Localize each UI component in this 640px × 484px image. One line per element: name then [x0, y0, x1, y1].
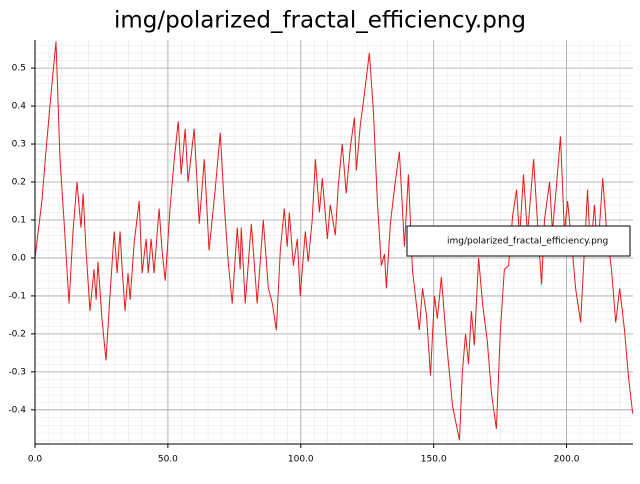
y-tick-label: 0.4	[12, 102, 27, 112]
y-tick-label: -0.1	[8, 291, 26, 301]
y-tick-label: 0.2	[12, 178, 26, 188]
x-tick-label: 50.0	[158, 455, 178, 465]
x-tick-label: 100.0	[288, 455, 314, 465]
x-tick-label: 200.0	[554, 455, 580, 465]
chart-title: img/polarized_fractal_efficiency.png	[114, 8, 526, 34]
legend: img/polarized_fractal_efficiency.png	[406, 225, 631, 257]
y-tick-label: 0.3	[12, 140, 26, 150]
legend-label: img/polarized_fractal_efficiency.png	[447, 237, 608, 247]
y-tick-label: 0.0	[12, 253, 27, 263]
y-tick-label: 0.1	[12, 215, 26, 225]
x-tick-label: 150.0	[421, 455, 447, 465]
y-tick-label: 0.5	[12, 64, 26, 74]
x-tick-label: 0.0	[28, 455, 43, 465]
y-tick-label: -0.3	[8, 367, 26, 377]
y-tick-label: -0.2	[8, 329, 26, 339]
y-tick-label: -0.4	[8, 405, 26, 415]
legend-box	[406, 225, 631, 257]
